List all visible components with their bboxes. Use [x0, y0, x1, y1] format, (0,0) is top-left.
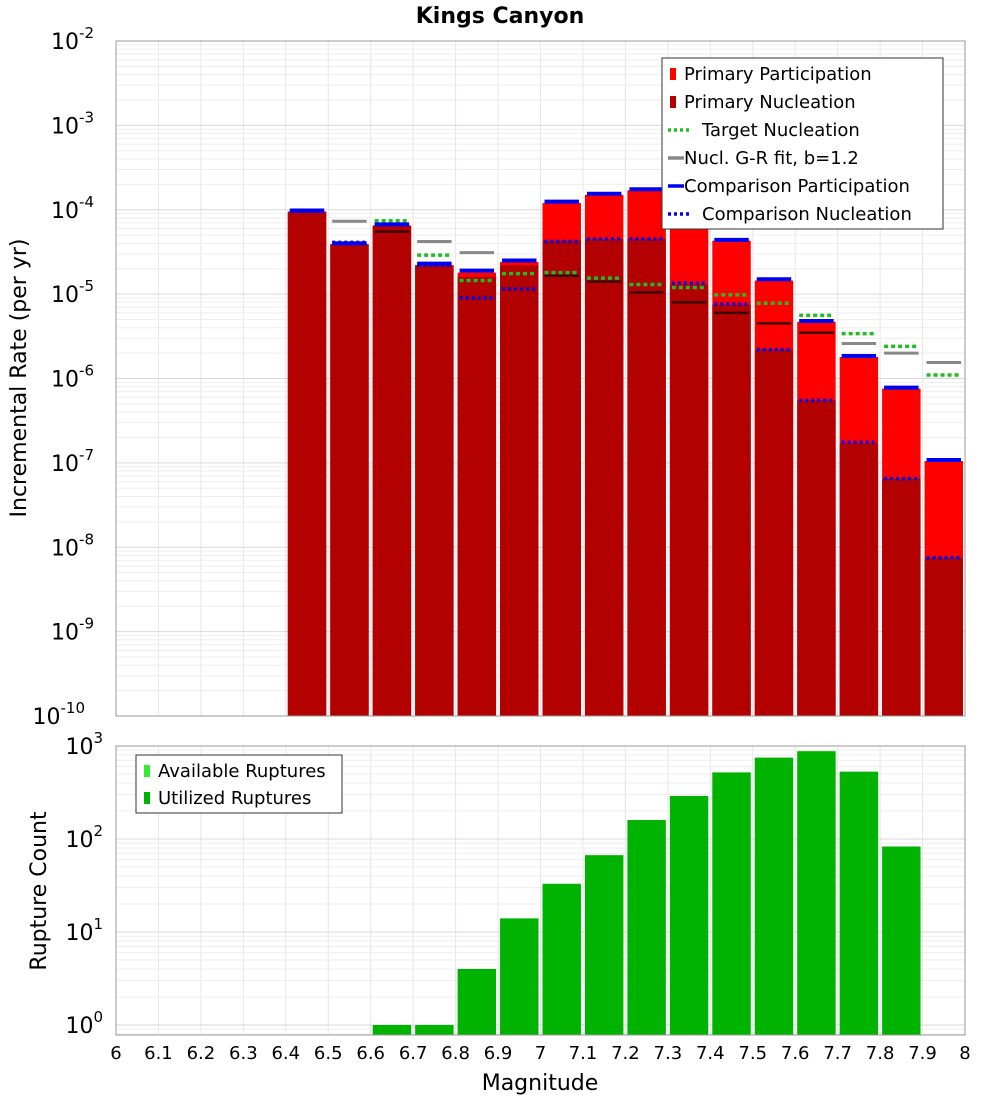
rupture-count-bar: [839, 771, 879, 1035]
rupture-count-bar: [627, 820, 666, 1035]
xtick-label: 6.3: [229, 1043, 258, 1064]
xtick-label: 6.7: [399, 1043, 428, 1064]
top-ytick-label: 10-9: [51, 615, 94, 646]
nucleation-bar: [669, 284, 709, 716]
rupture-count-bar: [542, 883, 581, 1035]
nucleation-bar: [839, 443, 879, 716]
nucleation-bar: [627, 239, 666, 716]
utilized-ruptures-legend-swatch: [144, 792, 150, 804]
bottom-ytick-label: 101: [65, 915, 103, 946]
xtick-label: 6: [110, 1043, 121, 1064]
x-tick-labels: 6 6.1 6.2 6.3 6.4 6.5 6.6 6.7 6.8 6.9 7 7.1 7.2 7.3 7.…: [110, 1043, 970, 1064]
rupture-count-bar: [882, 846, 921, 1035]
top-legend: Primary Participation Primary Nucleation T…: [661, 57, 944, 230]
top-plot: 10-10 10-9 10-8 10-7 10-6 10-5 10-4 10-3 10-2 In…: [7, 24, 966, 730]
xtick-label: 6.4: [271, 1043, 300, 1064]
primary-participation-legend-label: Primary Participation: [684, 64, 872, 85]
utilized-ruptures-legend-label: Utilized Ruptures: [158, 788, 311, 809]
nucleation-bar: [330, 244, 369, 717]
bottom-plot: 100 101 102 103 6 6.1 6.2 6.3 6.4 6.5 6.6 6.7 6.8 6.…: [27, 729, 971, 1096]
xtick-label: 6.8: [441, 1043, 470, 1064]
rupture-count-bar: [584, 855, 624, 1035]
bottom-y-axis-label: Rupture Count: [27, 811, 52, 971]
nucleation-bar: [415, 265, 454, 716]
rupture-count-bar: [754, 757, 794, 1035]
bottom-grid: [115, 745, 966, 1035]
xtick-label: 7.2: [611, 1043, 640, 1064]
bottom-plot-frame: [115, 745, 966, 1036]
nucleation-bar: [924, 557, 963, 716]
xtick-label: 6.2: [187, 1043, 216, 1064]
rupture-count-bar: [712, 772, 751, 1035]
top-ytick-label: 10-10: [33, 699, 86, 730]
xtick-label: 7: [535, 1043, 546, 1064]
top-ytick-label: 10-6: [51, 362, 94, 393]
xtick-label: 7.3: [654, 1043, 683, 1064]
xtick-label: 7.7: [823, 1043, 852, 1064]
top-ytick-label: 10-4: [51, 193, 94, 224]
top-ytick-label: 10-3: [51, 108, 94, 139]
available-ruptures-legend-label: Available Ruptures: [158, 761, 326, 782]
bottom-ytick-label: 102: [65, 822, 103, 853]
nucleation-bar: [797, 400, 836, 716]
top-bars: [287, 190, 963, 717]
primary-participation-legend-swatch: [670, 68, 676, 80]
rupture-count-bar: [797, 751, 836, 1035]
nucleation-bar: [372, 225, 412, 716]
nucleation-bar: [500, 265, 539, 716]
xtick-label: 7.4: [696, 1043, 725, 1064]
xtick-label: 8: [959, 1043, 970, 1064]
xtick-label: 6.9: [484, 1043, 513, 1064]
top-markers: [289, 187, 961, 560]
top-y-tick-labels: 10-10 10-9 10-8 10-7 10-6 10-5 10-4 10-3 10-2: [33, 24, 95, 730]
available-ruptures-legend-swatch: [144, 765, 150, 777]
bottom-y-tick-labels: 100 101 102 103: [65, 729, 103, 1039]
xtick-label: 7.6: [781, 1043, 810, 1064]
primary-nucleation-legend-swatch: [670, 96, 676, 108]
bottom-legend: Available Ruptures Utilized Ruptures: [135, 754, 343, 814]
xtick-label: 6.6: [356, 1043, 385, 1064]
top-ytick-label: 10-5: [51, 277, 94, 308]
xtick-label: 7.8: [866, 1043, 895, 1064]
top-ytick-label: 10-2: [51, 24, 94, 55]
top-ytick-label: 10-8: [51, 530, 94, 561]
bottom-legend-box: [135, 754, 343, 814]
xtick-label: 6.1: [144, 1043, 173, 1064]
nucleation-bar: [754, 349, 794, 716]
xtick-label: 7.1: [569, 1043, 598, 1064]
rupture-count-bar: [669, 795, 709, 1035]
primary-nucleation-legend-label: Primary Nucleation: [684, 92, 856, 113]
bottom-ytick-label: 103: [65, 729, 103, 760]
top-plot-frame: [115, 40, 966, 717]
nucleation-bar: [712, 304, 751, 716]
top-ytick-label: 10-7: [51, 446, 94, 477]
comparison-nucleation-legend-label: Comparison Nucleation: [702, 204, 912, 225]
nucleation-bar: [584, 239, 624, 716]
bottom-bars: [372, 751, 921, 1035]
nucl-g-r-fit-b-1-2-legend-label: Nucl. G-R fit, b=1.2: [684, 148, 859, 169]
xtick-label: 7.5: [738, 1043, 767, 1064]
chart-title: Kings Canyon: [416, 4, 585, 29]
rupture-count-bar: [500, 918, 539, 1035]
rupture-count-bar: [415, 1024, 454, 1035]
comparison-participation-legend-label: Comparison Participation: [684, 176, 910, 197]
xtick-label: 7.9: [908, 1043, 937, 1064]
x-axis-label: Magnitude: [482, 1071, 599, 1096]
nucleation-bar: [287, 211, 327, 716]
nucleation-bar: [542, 240, 581, 717]
top-y-axis-label: Incremental Rate (per yr): [7, 239, 32, 518]
top-legend-box: [661, 57, 944, 230]
target-nucleation-legend-label: Target Nucleation: [701, 120, 860, 141]
nucleation-bar: [457, 276, 497, 716]
bottom-ytick-label: 100: [65, 1008, 103, 1039]
xtick-label: 6.5: [314, 1043, 343, 1064]
nucleation-bar: [882, 478, 921, 716]
rupture-count-bar: [457, 968, 497, 1035]
rupture-count-bar: [372, 1024, 412, 1035]
